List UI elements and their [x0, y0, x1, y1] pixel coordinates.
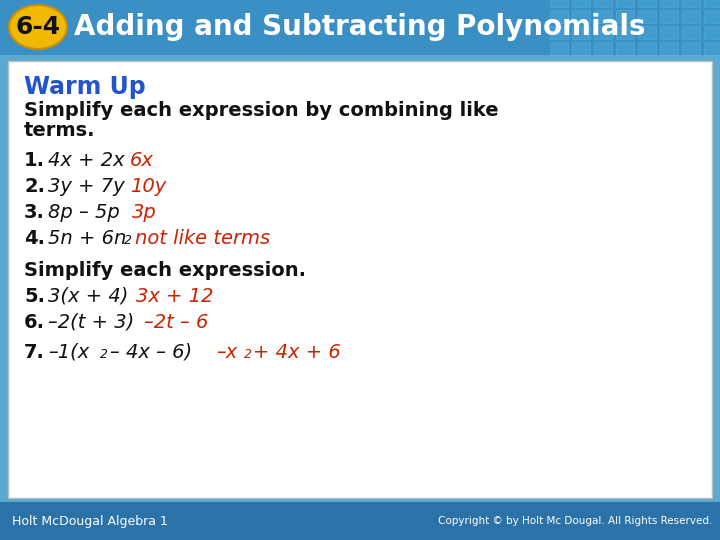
Bar: [572, 42, 590, 55]
Text: 5n + 6n: 5n + 6n: [48, 229, 127, 248]
Text: 2: 2: [244, 348, 252, 361]
Text: 2: 2: [100, 348, 108, 361]
Bar: [0, 502, 720, 540]
Bar: [660, 0, 678, 7]
Text: –x: –x: [216, 343, 238, 362]
Text: –2(t + 3): –2(t + 3): [48, 313, 134, 332]
Bar: [550, 10, 568, 23]
Bar: [616, 10, 634, 23]
Text: 2: 2: [124, 234, 132, 247]
Text: terms.: terms.: [24, 121, 96, 140]
Bar: [704, 0, 720, 7]
Text: 7.: 7.: [24, 343, 45, 362]
Bar: [638, 42, 656, 55]
Bar: [682, 42, 700, 55]
Bar: [572, 26, 590, 39]
Text: Simplify each expression.: Simplify each expression.: [24, 261, 306, 280]
Bar: [550, 42, 568, 55]
Bar: [682, 10, 700, 23]
Bar: [638, 0, 656, 7]
Ellipse shape: [9, 5, 67, 49]
Text: –1(x: –1(x: [48, 343, 89, 362]
Bar: [638, 26, 656, 39]
Bar: [682, 26, 700, 39]
Bar: [682, 0, 700, 7]
Text: 10y: 10y: [130, 177, 166, 196]
Text: 2.: 2.: [24, 177, 45, 196]
Text: 6-4: 6-4: [15, 15, 60, 39]
Text: 6x: 6x: [130, 151, 154, 170]
Text: 3y + 7y: 3y + 7y: [48, 177, 125, 196]
Text: 4.: 4.: [24, 229, 45, 248]
Bar: [704, 26, 720, 39]
Text: Warm Up: Warm Up: [24, 75, 145, 99]
Bar: [616, 0, 634, 7]
Text: 4x + 2x: 4x + 2x: [48, 151, 125, 170]
Bar: [572, 0, 590, 7]
Bar: [572, 10, 590, 23]
Text: 1.: 1.: [24, 151, 45, 170]
Bar: [616, 42, 634, 55]
Text: Copyright © by Holt Mc Dougal. All Rights Reserved.: Copyright © by Holt Mc Dougal. All Right…: [438, 516, 712, 526]
Text: Simplify each expression by combining like: Simplify each expression by combining li…: [24, 101, 499, 120]
Bar: [704, 42, 720, 55]
Text: 3p: 3p: [132, 203, 157, 222]
Bar: [550, 0, 568, 7]
Bar: [594, 42, 612, 55]
Text: 8p – 5p: 8p – 5p: [48, 203, 120, 222]
Bar: [660, 26, 678, 39]
Bar: [616, 26, 634, 39]
Text: 3(x + 4): 3(x + 4): [48, 287, 128, 306]
Bar: [594, 10, 612, 23]
Text: –2t – 6: –2t – 6: [144, 313, 208, 332]
Text: 3.: 3.: [24, 203, 45, 222]
Bar: [8, 61, 712, 498]
Bar: [660, 10, 678, 23]
Text: + 4x + 6: + 4x + 6: [253, 343, 341, 362]
Bar: [660, 42, 678, 55]
Bar: [550, 26, 568, 39]
Text: Holt McDougal Algebra 1: Holt McDougal Algebra 1: [12, 515, 168, 528]
Bar: [638, 10, 656, 23]
Text: – 4x – 6): – 4x – 6): [110, 343, 192, 362]
Text: 6.: 6.: [24, 313, 45, 332]
Bar: [0, 0, 720, 55]
Text: 5.: 5.: [24, 287, 45, 306]
Bar: [594, 0, 612, 7]
Bar: [594, 26, 612, 39]
Bar: [704, 10, 720, 23]
Text: not like terms: not like terms: [135, 229, 270, 248]
Text: Adding and Subtracting Polynomials: Adding and Subtracting Polynomials: [74, 13, 646, 41]
Text: 3x + 12: 3x + 12: [136, 287, 214, 306]
